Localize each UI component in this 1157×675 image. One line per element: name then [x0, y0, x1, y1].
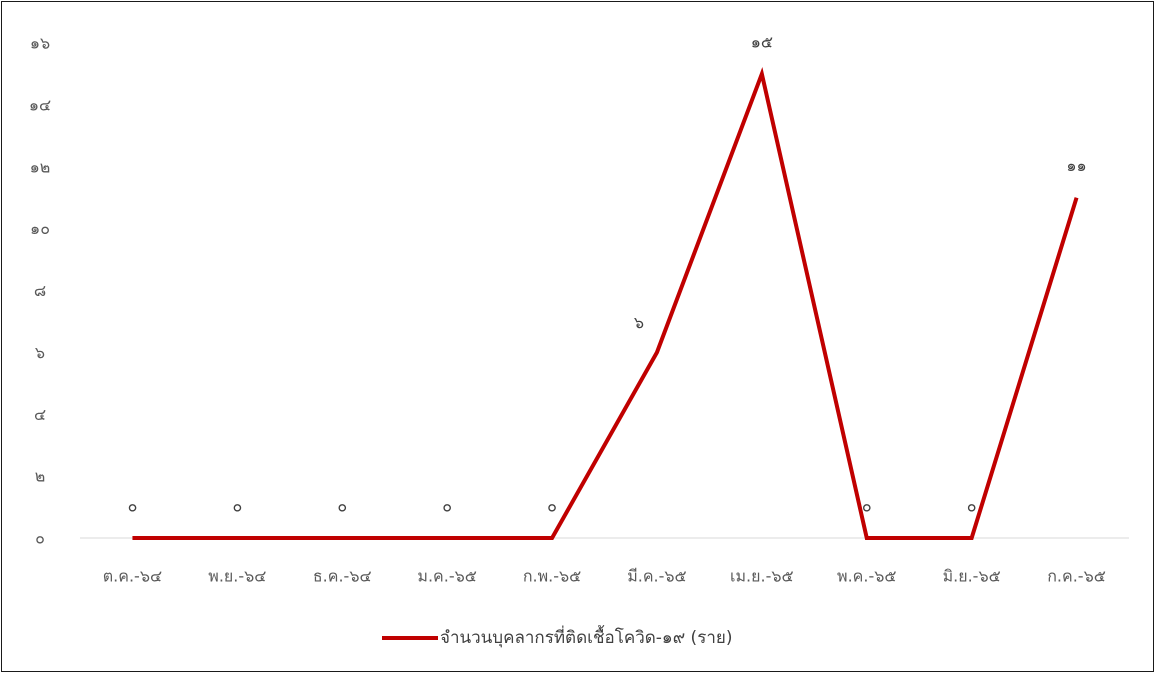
x-tick-label: ม.ค.-๖๕ — [417, 567, 476, 586]
x-tick-label: เม.ย.-๖๕ — [730, 567, 794, 586]
y-tick-label: ๑๐ — [30, 219, 50, 238]
legend-label: จำนวนบุคลากรที่ติดเชื้อโควิด-๑๙ (ราย) — [440, 625, 732, 648]
y-tick-label: ๔ — [34, 405, 46, 424]
x-tick-label: มิ.ย.-๖๕ — [943, 567, 1001, 586]
data-label: ๐ — [862, 497, 872, 516]
data-label: ๐ — [547, 497, 557, 516]
x-tick-label: ต.ค.-๖๔ — [103, 567, 162, 586]
data-label: ๑๑ — [1066, 156, 1086, 175]
x-axis-tick-labels: ต.ค.-๖๔ พ.ย.-๖๔ ธ.ค.-๖๔ ม.ค.-๖๕ ก.พ.-๖๕ มี.ค.… — [103, 567, 1106, 586]
y-tick-label: ๘ — [34, 281, 46, 300]
x-tick-label: มี.ค.-๖๕ — [627, 567, 686, 586]
y-tick-label: ๒ — [35, 467, 46, 486]
x-tick-label: พ.ย.-๖๔ — [208, 567, 266, 586]
data-label: ๐ — [337, 497, 347, 516]
data-label: ๐ — [128, 497, 138, 516]
x-tick-label: ก.พ.-๖๕ — [523, 567, 581, 586]
x-tick-label: ก.ค.-๖๕ — [1047, 567, 1106, 586]
data-label: ๐ — [967, 497, 977, 516]
data-label: ๖ — [634, 313, 644, 332]
y-axis-tick-labels: ๐ ๒ ๔ ๖ ๘ ๑๐ ๑๒ ๑๔ ๑๖ — [29, 34, 51, 548]
y-tick-label: ๑๒ — [30, 157, 51, 176]
data-label: ๑๕ — [751, 32, 773, 51]
series-line — [132, 66, 1079, 540]
y-tick-label: ๐ — [35, 529, 45, 548]
y-tick-label: ๖ — [35, 343, 45, 362]
data-label: ๐ — [442, 497, 452, 516]
data-label: ๐ — [232, 497, 242, 516]
series-group — [132, 66, 1079, 540]
x-tick-label: ธ.ค.-๖๔ — [313, 567, 372, 586]
y-tick-label: ๑๖ — [30, 34, 50, 53]
legend: จำนวนบุคลากรที่ติดเชื้อโควิด-๑๙ (ราย) — [382, 625, 732, 648]
data-labels: ๐ ๐ ๐ ๐ ๐ ๖ ๑๕๐ ๐ ๑๑ — [128, 32, 1087, 515]
x-tick-label: พ.ค.-๖๕ — [837, 567, 896, 586]
y-tick-label: ๑๔ — [29, 95, 51, 114]
